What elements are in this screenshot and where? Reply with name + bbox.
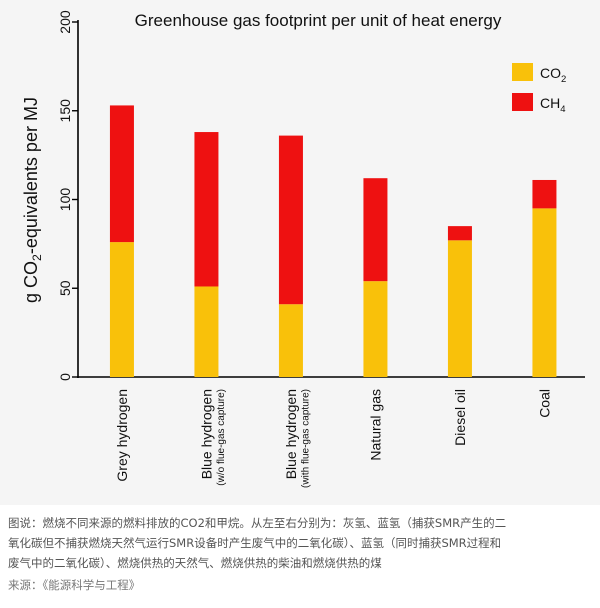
x-tick-label: Blue hydrogen (198, 389, 214, 479)
bar-segment-co2 (532, 208, 557, 377)
x-tick-sublabel: (w/o flue-gas capture) (216, 389, 227, 486)
y-tick-label: 0 (57, 373, 73, 381)
x-tick-label: Blue hydrogen (283, 389, 299, 479)
stacked-bar-chart: Greenhouse gas footprint per unit of hea… (21, 10, 585, 488)
legend-label-co2: CO2 (540, 65, 566, 85)
bar-segment-co2 (447, 240, 472, 377)
x-tick-label: Natural gas (367, 389, 383, 461)
bar-segment-ch4 (363, 178, 388, 282)
y-tick-label: 100 (57, 188, 73, 212)
chart-panel: Greenhouse gas footprint per unit of hea… (21, 10, 585, 488)
bar-segment-ch4 (447, 226, 472, 241)
bar-segment-ch4 (194, 132, 219, 287)
bar-segment-ch4 (532, 179, 557, 209)
caption-line-1: 图说：燃烧不同来源的燃料排放的CO2和甲烷。从左至右分别为：灰氢、蓝氢（捕获SM… (8, 516, 507, 530)
y-tick-label: 200 (57, 10, 73, 34)
legend-swatch-co2 (512, 63, 533, 81)
x-tick-sublabel: (with flue-gas capture) (300, 389, 311, 488)
caption-source: 来源：《能源科学与工程》 (8, 578, 141, 592)
legend-swatch-ch4 (512, 93, 533, 111)
x-tick-label: Diesel oil (452, 389, 468, 446)
y-tick-label: 50 (57, 280, 73, 296)
x-tick-label: Grey hydrogen (114, 389, 130, 482)
bar-segment-co2 (194, 286, 219, 377)
chart-title: Greenhouse gas footprint per unit of hea… (135, 11, 502, 30)
caption-line-3: 废气中的二氧化碳）、燃烧供热的天然气、燃烧供热的柴油和燃烧供热的煤 (8, 556, 382, 570)
legend-label-ch4: CH4 (540, 95, 566, 115)
bar-segment-ch4 (278, 135, 303, 305)
y-tick-label: 150 (57, 99, 73, 123)
bar-segment-co2 (109, 242, 134, 377)
bar-segment-co2 (278, 304, 303, 377)
caption-line-2: 氧化碳但不捕获燃烧天然气运行SMR设备时产生废气中的二氧化碳）、蓝氢（同时捕获S… (8, 536, 502, 550)
x-tick-label: Coal (536, 389, 552, 418)
y-axis-label: g CO2-equivalents per MJ (21, 97, 44, 303)
bar-segment-ch4 (109, 105, 134, 243)
bar-segment-co2 (363, 281, 388, 377)
